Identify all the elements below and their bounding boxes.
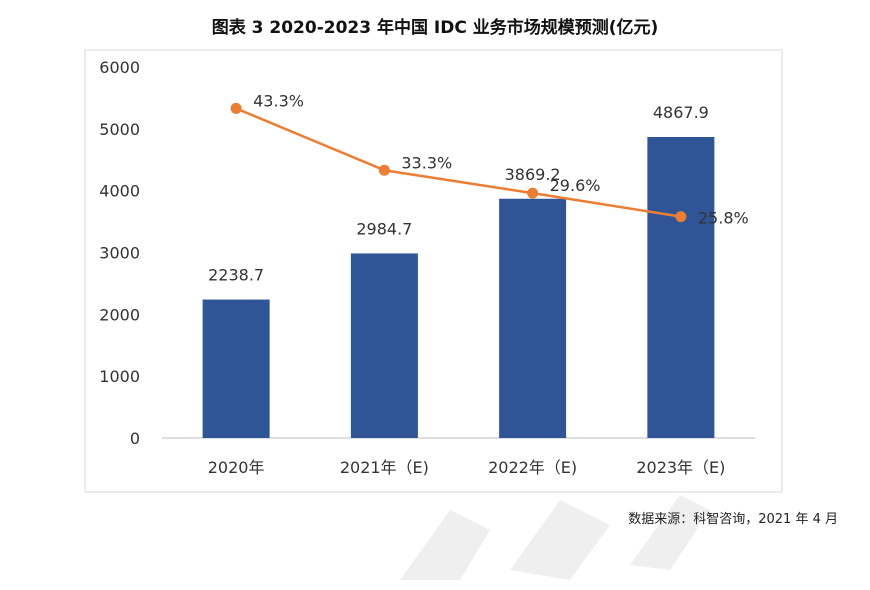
growth-rate-point [527, 187, 539, 199]
bar-value-label: 4867.9 [653, 103, 709, 122]
growth-rate-label: 43.3% [253, 91, 304, 110]
x-tick-label: 2021年（E) [340, 458, 429, 477]
x-tick-label: 2023年（E) [636, 458, 725, 477]
growth-rate-label: 25.8% [698, 209, 749, 228]
growth-rate-point [675, 211, 687, 223]
watermark-logo [400, 495, 710, 580]
bar-value-label: 3869.2 [505, 165, 561, 184]
y-tick-label: 1000 [99, 367, 140, 386]
bar [647, 137, 715, 438]
x-tick-label: 2020年 [208, 458, 265, 477]
bar-value-label: 2238.7 [208, 266, 264, 285]
y-tick-label: 2000 [99, 305, 140, 324]
source-note: 数据来源：科智咨询，2021 年 4 月 [628, 512, 838, 527]
chart-frame [84, 49, 783, 493]
y-tick-label: 3000 [99, 244, 140, 263]
bar [499, 198, 567, 438]
y-tick-label: 6000 [99, 58, 140, 77]
growth-rate-label: 29.6% [550, 176, 601, 195]
growth-rate-point [378, 164, 390, 176]
x-tick-label: 2022年（E) [488, 458, 577, 477]
growth-rate-point [230, 102, 242, 114]
y-tick-label: 4000 [99, 182, 140, 201]
bar-value-label: 2984.7 [356, 219, 412, 238]
y-tick-label: 5000 [99, 120, 140, 139]
chart: 图表 3 2020-2023 年中国 IDC 业务市场规模预测(亿元) 0 100… [84, 17, 838, 527]
growth-rate-line [235, 107, 682, 218]
y-tick-label: 0 [130, 429, 140, 448]
growth-rate-label: 33.3% [401, 153, 452, 172]
bar [202, 299, 270, 438]
chart-title: 图表 3 2020-2023 年中国 IDC 业务市场规模预测(亿元) [212, 17, 659, 38]
bar [350, 253, 418, 438]
